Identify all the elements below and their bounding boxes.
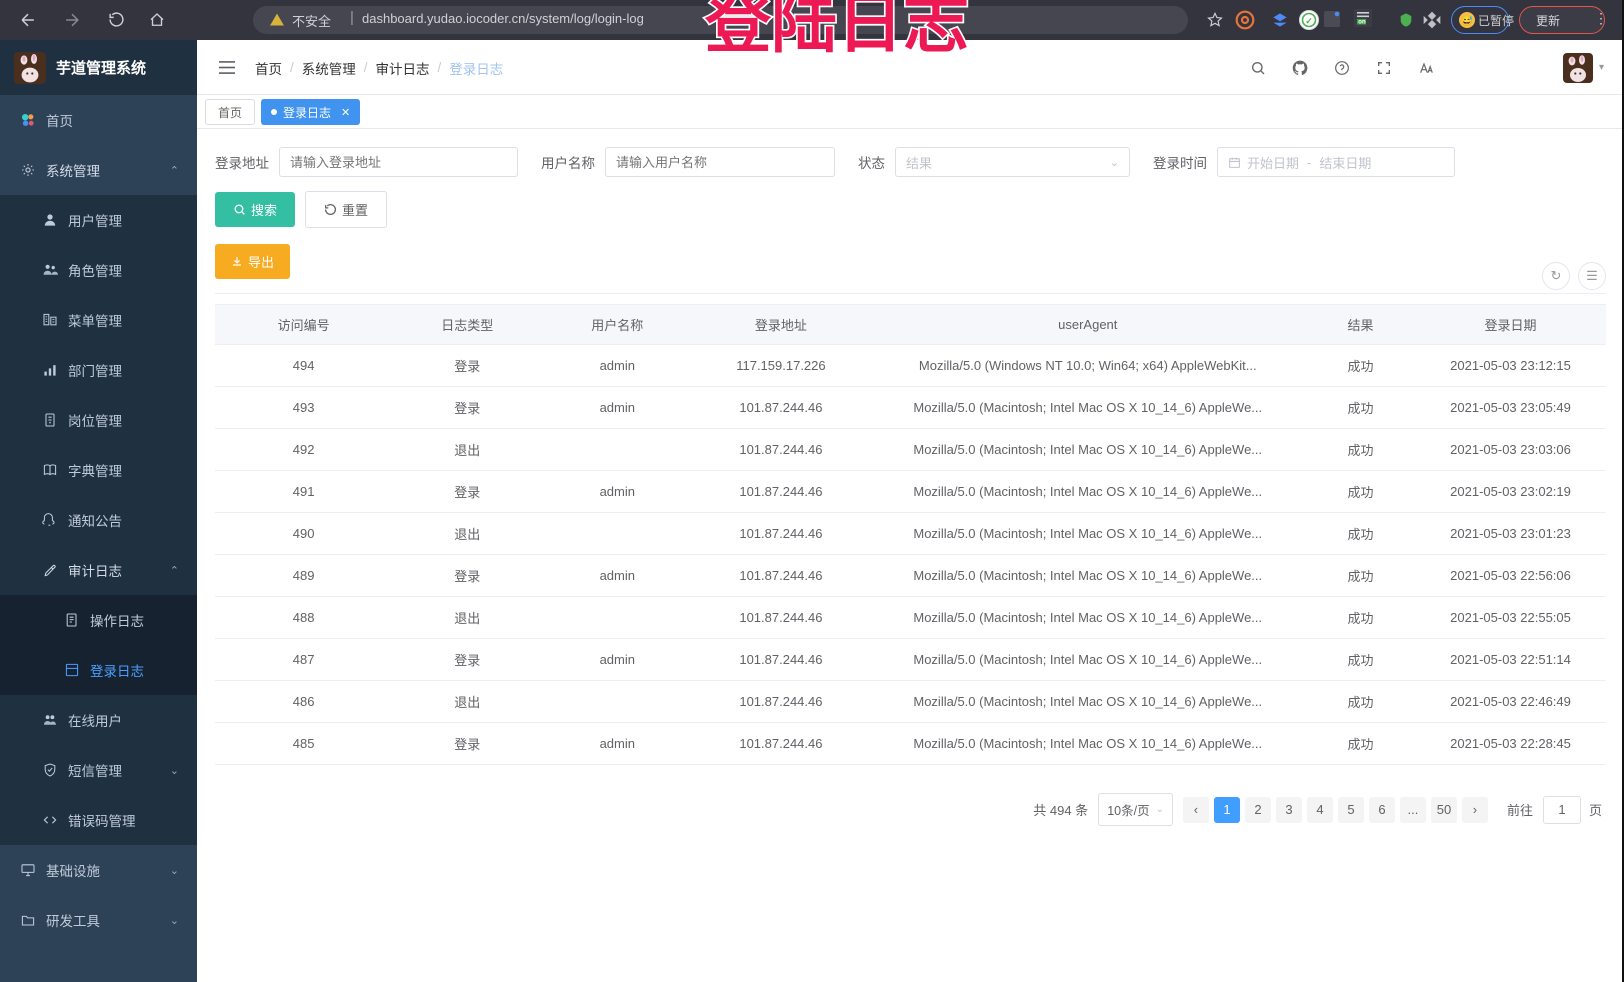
- svg-text:on: on: [1358, 19, 1366, 25]
- svg-text:😅: 😅: [1461, 15, 1473, 27]
- svg-text:✓: ✓: [1305, 16, 1313, 26]
